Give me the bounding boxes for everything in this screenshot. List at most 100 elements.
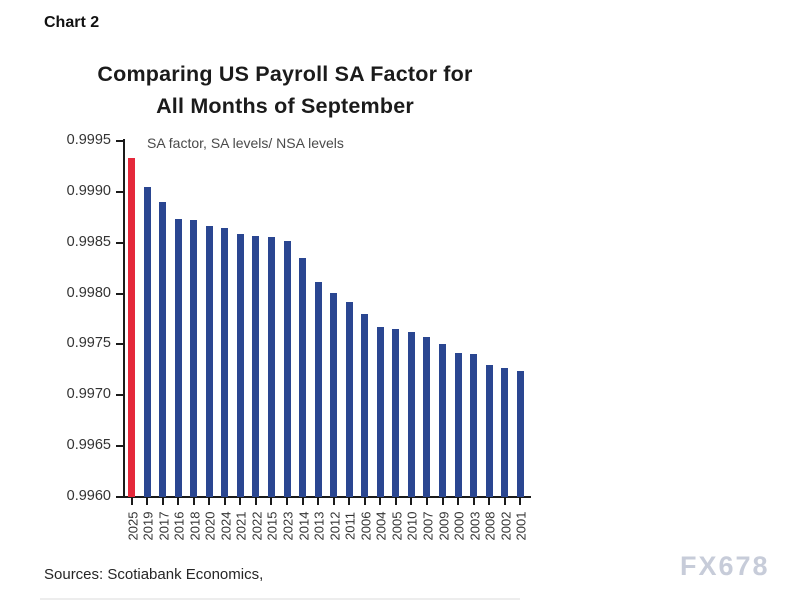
x-tick-mark — [503, 498, 506, 505]
x-tick-label-2001: 2001 — [513, 511, 529, 541]
x-tick-mark — [301, 498, 304, 505]
x-tick-mark — [146, 498, 149, 505]
x-tick-label-2000: 2000 — [451, 511, 467, 541]
bar-2003 — [470, 353, 478, 497]
x-tick-mark — [317, 498, 320, 505]
x-tick-mark — [425, 498, 428, 505]
x-tick-label-2005: 2005 — [389, 511, 405, 541]
bar-2023 — [283, 240, 291, 497]
x-tick-mark — [177, 498, 180, 505]
y-tick-label: 0.9995 — [66, 132, 111, 148]
x-tick-label-2021: 2021 — [233, 511, 249, 541]
x-tick-mark — [332, 498, 335, 505]
bar-2007 — [423, 337, 431, 497]
x-tick-label-2007: 2007 — [420, 511, 436, 541]
y-axis-line — [123, 139, 125, 498]
sources-note: Sources: Scotiabank Economics, — [44, 566, 264, 583]
bar-2024 — [221, 228, 229, 497]
x-tick-mark — [161, 498, 164, 505]
x-tick-mark — [192, 498, 195, 505]
bar-2017 — [159, 202, 167, 497]
bar-2018 — [190, 220, 198, 497]
y-tick-label: 0.9960 — [66, 488, 111, 504]
bar-2013 — [314, 282, 322, 497]
x-tick-label-2014: 2014 — [296, 511, 312, 541]
x-tick-label-2022: 2022 — [249, 511, 265, 541]
x-tick-label-2004: 2004 — [373, 511, 389, 541]
bar-2019 — [143, 186, 151, 497]
x-tick-label-2020: 2020 — [202, 511, 218, 541]
x-tick-label-2012: 2012 — [327, 511, 343, 541]
y-tick-label: 0.9990 — [66, 182, 111, 199]
y-tick-label: 0.9970 — [66, 386, 111, 403]
x-tick-mark — [441, 498, 444, 505]
x-tick-mark — [208, 498, 211, 505]
x-tick-label-2010: 2010 — [404, 511, 420, 541]
bar-2011 — [345, 301, 353, 497]
x-tick-label-2015: 2015 — [264, 511, 280, 541]
bar-2016 — [174, 219, 182, 497]
x-tick-mark — [239, 498, 242, 505]
bar-2015 — [267, 236, 275, 497]
bar-2006 — [361, 313, 369, 497]
bar-2021 — [236, 233, 244, 497]
x-tick-mark — [472, 498, 475, 505]
x-tick-label-2016: 2016 — [171, 511, 187, 541]
bar-2022 — [252, 235, 260, 497]
x-tick-label-2024: 2024 — [218, 511, 234, 541]
x-tick-mark — [519, 498, 522, 505]
bar-2014 — [299, 257, 307, 497]
x-tick-mark — [223, 498, 226, 505]
y-tick-mark — [116, 292, 124, 295]
x-tick-mark — [363, 498, 366, 505]
bar-2025 — [128, 158, 135, 497]
bar-2012 — [330, 292, 338, 497]
bar-2000 — [454, 352, 462, 497]
bar-2009 — [439, 344, 446, 497]
x-tick-mark — [488, 498, 491, 505]
x-tick-mark — [254, 498, 257, 505]
x-tick-mark — [286, 498, 288, 505]
chart-title: Comparing US Payroll SA Factor for All M… — [55, 58, 515, 122]
x-tick-mark — [348, 498, 351, 505]
x-tick-label-2008: 2008 — [482, 511, 498, 541]
bar-2004 — [376, 327, 384, 497]
y-tick-mark — [116, 241, 124, 244]
x-tick-label-2002: 2002 — [498, 511, 514, 541]
x-tick-label-2011: 2011 — [342, 512, 358, 540]
x-tick-mark — [394, 498, 397, 505]
x-tick-label-2017: 2017 — [156, 511, 172, 541]
y-tick-mark — [116, 140, 124, 142]
bottom-divider — [40, 598, 520, 600]
y-tick-label: 0.9965 — [66, 437, 111, 454]
y-tick-label: 0.9985 — [66, 233, 111, 250]
x-tick-label-2006: 2006 — [358, 511, 374, 541]
x-tick-label-2019: 2019 — [140, 511, 156, 541]
y-tick-mark — [116, 190, 124, 193]
y-tick-mark — [116, 496, 124, 498]
x-tick-label-2025: 2025 — [125, 511, 140, 541]
bar-2008 — [485, 364, 493, 497]
x-tick-mark — [270, 498, 273, 505]
bar-2005 — [392, 329, 400, 497]
bar-2001 — [516, 370, 524, 497]
chart-number-label: Chart 2 — [44, 14, 100, 31]
x-tick-mark — [410, 498, 413, 505]
x-tick-label-2009: 2009 — [436, 511, 451, 541]
bar-2020 — [205, 226, 213, 497]
y-tick-label: 0.9975 — [66, 335, 111, 352]
x-tick-label-2003: 2003 — [467, 511, 483, 541]
x-axis-line — [123, 496, 531, 498]
x-tick-label-2023: 2023 — [280, 511, 296, 541]
y-tick-label: 0.9980 — [66, 284, 111, 301]
x-tick-label-2013: 2013 — [311, 511, 327, 541]
y-tick-mark — [116, 343, 124, 346]
chart-subtitle: SA factor, SA levels/ NSA levels — [147, 135, 344, 151]
y-tick-mark — [116, 445, 124, 448]
bar-2002 — [501, 367, 509, 497]
bar-2010 — [407, 332, 415, 497]
x-tick-mark — [457, 498, 460, 505]
watermark: FX678 — [680, 551, 770, 581]
y-tick-mark — [116, 394, 124, 397]
